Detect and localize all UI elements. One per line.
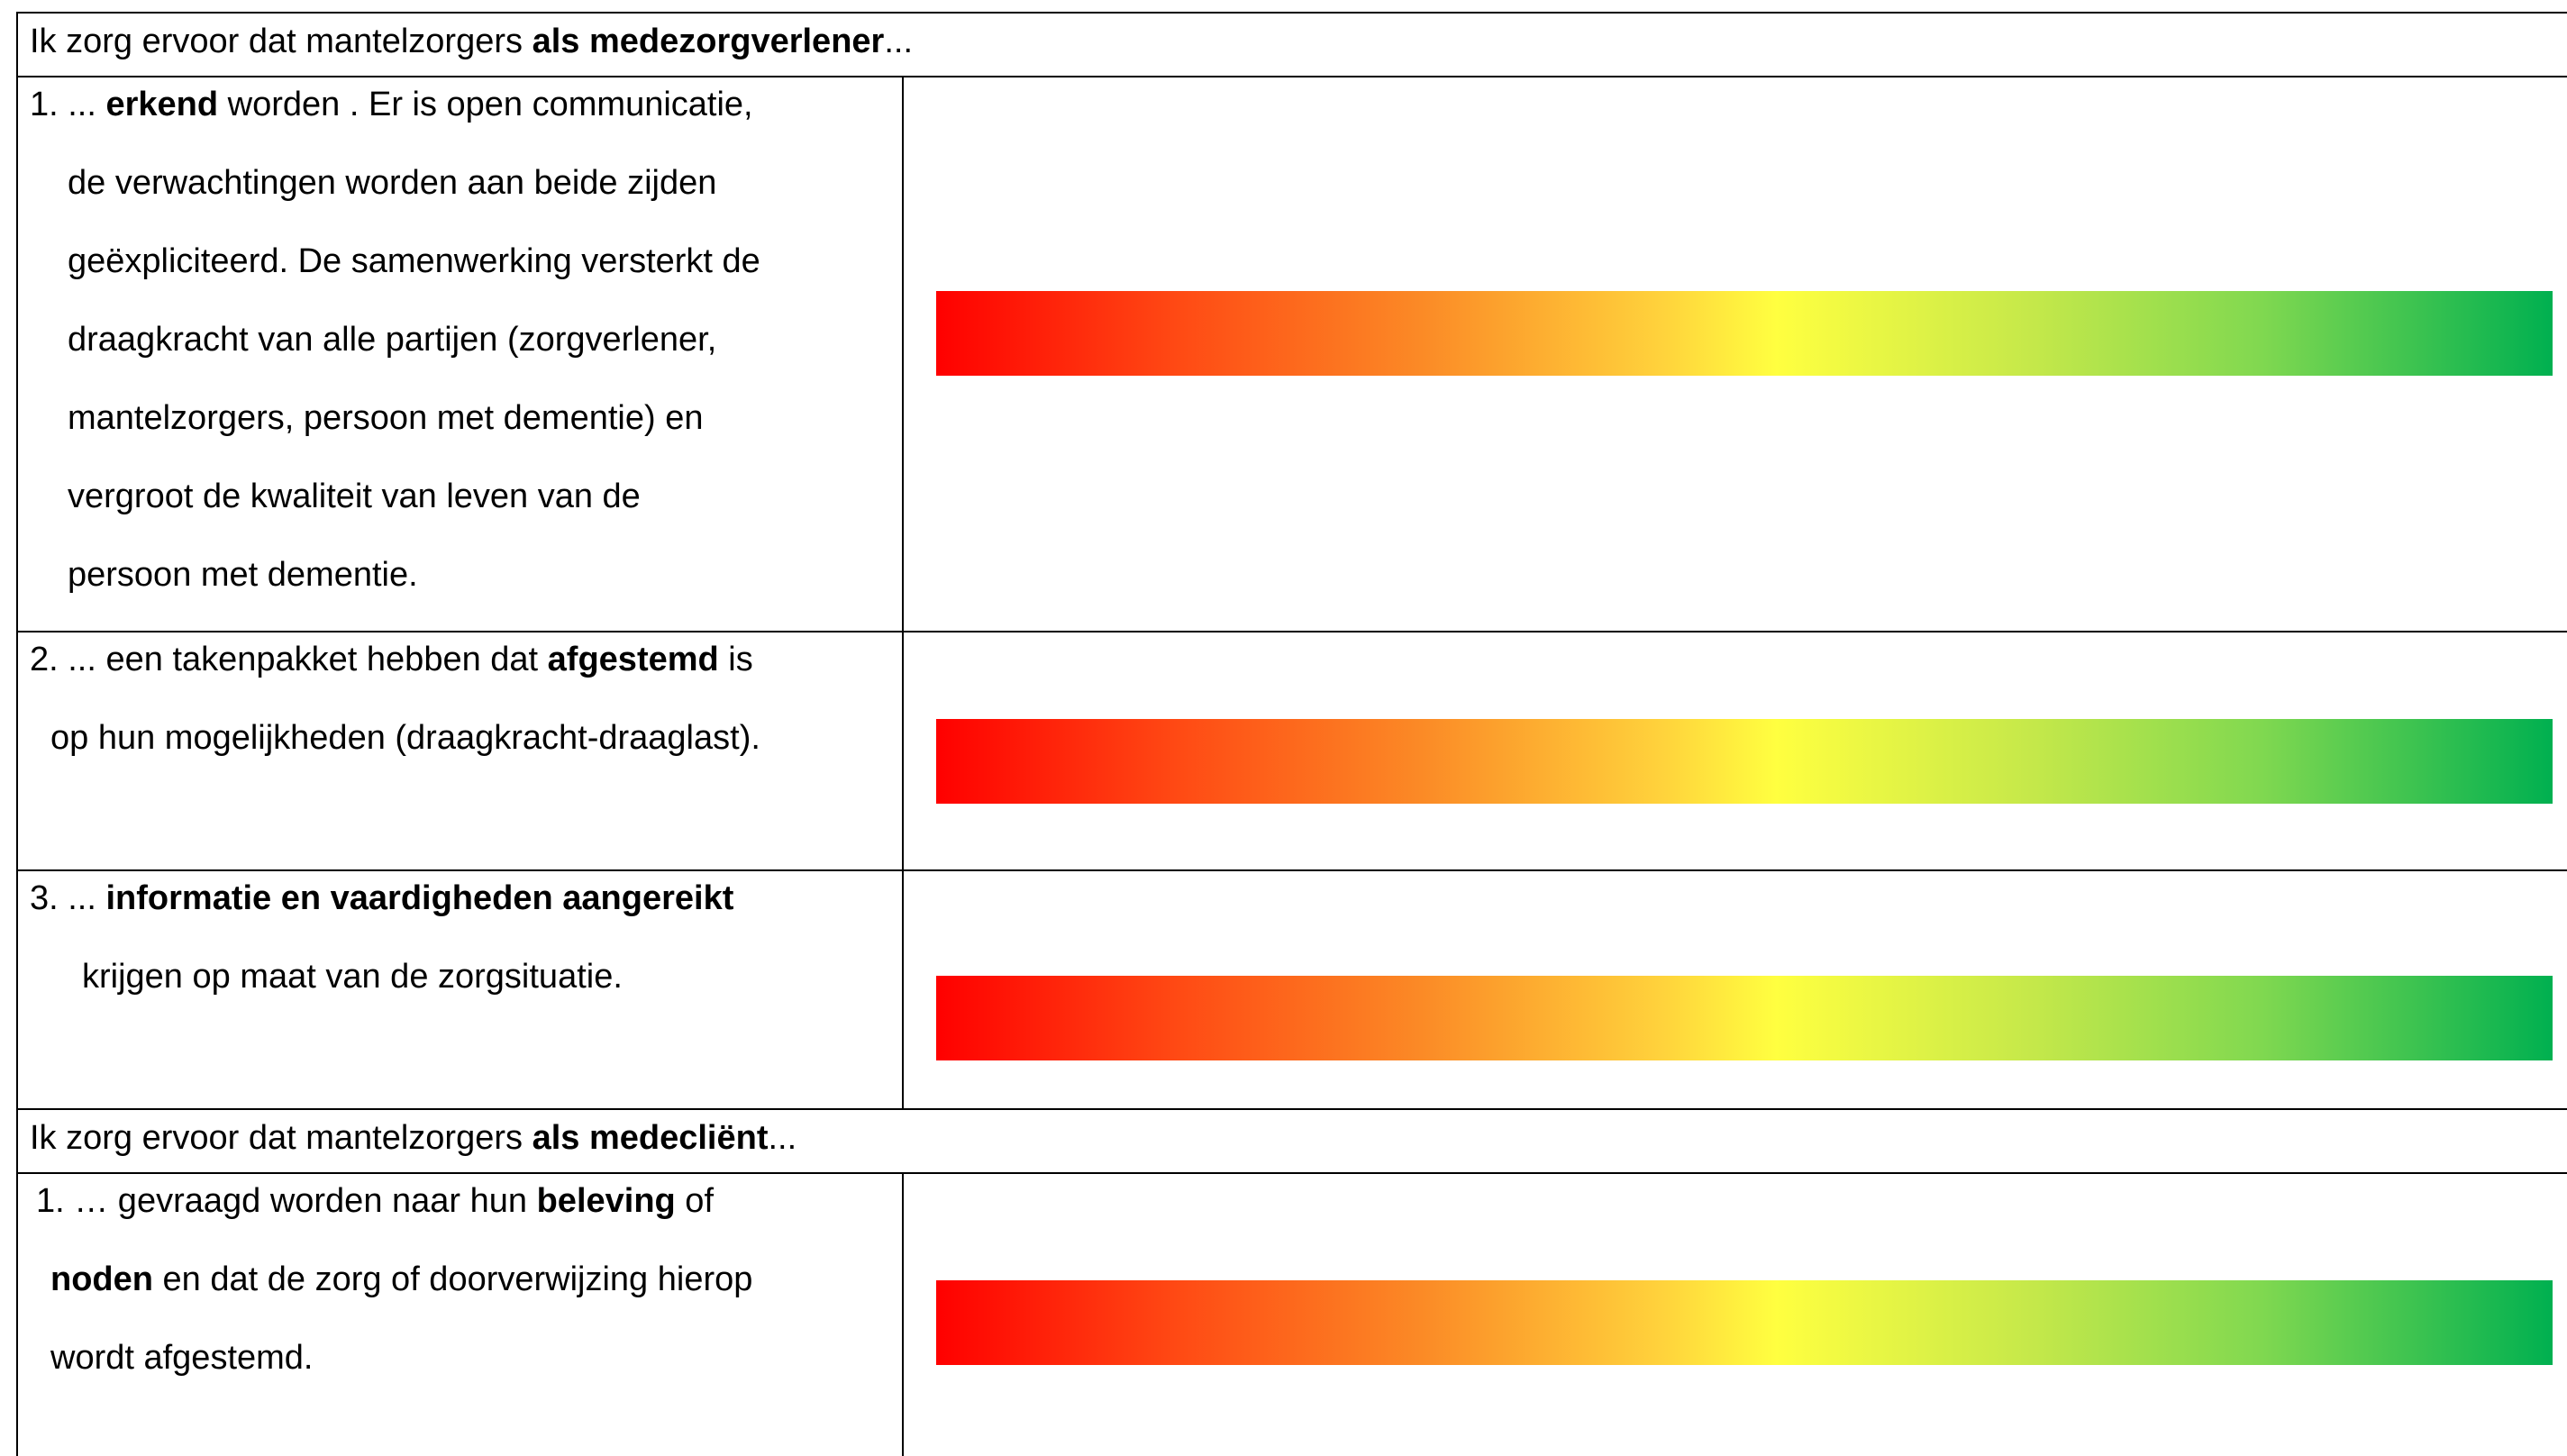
text-span: informatie en vaardigheden aangereikt	[105, 879, 734, 917]
text-span: vergroot de kwaliteit van leven van de	[68, 478, 641, 515]
text-span: 3. ...	[30, 879, 106, 917]
text-span: op hun mogelijkheden (draagkracht-draagl…	[50, 719, 760, 757]
text-line: noden en dat de zorg of doorverwijzing h…	[50, 1252, 752, 1306]
row-border	[16, 1108, 2567, 1110]
text-span: wordt afgestemd.	[50, 1339, 314, 1377]
column-border	[902, 1172, 904, 1456]
column-border	[902, 631, 904, 869]
row-border	[16, 869, 2567, 871]
row-border	[16, 631, 2567, 632]
text-span: erkend	[105, 86, 219, 123]
text-line: persoon met dementie.	[68, 548, 418, 602]
text-span: ...	[768, 1119, 797, 1157]
column-border	[902, 869, 904, 1108]
text-span: 1. … gevraagd worden naar hun	[36, 1182, 537, 1220]
text-span: worden . Er is open communicatie,	[218, 86, 753, 123]
text-span: Ik zorg ervoor dat mantelzorgers	[30, 23, 533, 60]
text-line: 1. … gevraagd worden naar hun beleving o…	[36, 1174, 714, 1228]
text-span: geëxpliciteerd. De samenwerking versterk…	[68, 242, 760, 280]
text-line: 1. ... erkend worden . Er is open commun…	[30, 77, 753, 132]
text-span: 1. ...	[30, 86, 106, 123]
text-span: ...	[884, 23, 914, 60]
text-line: krijgen op maat van de zorgsituatie.	[82, 950, 623, 1004]
text-span: beleving	[536, 1182, 676, 1220]
gradient-bar	[936, 719, 2553, 804]
column-border	[902, 76, 904, 631]
text-span: of	[675, 1182, 714, 1220]
row-border	[16, 12, 2567, 14]
text-span: persoon met dementie.	[68, 556, 418, 594]
text-span: 2. ... een takenpakket hebben dat	[30, 641, 548, 678]
gradient-bar	[936, 1280, 2553, 1365]
text-line: draagkracht van alle partijen (zorgverle…	[68, 313, 716, 367]
text-span: en dat de zorg of doorverwijzing hierop	[152, 1260, 753, 1298]
text-span: afgestemd	[547, 641, 719, 678]
text-span: draagkracht van alle partijen (zorgverle…	[68, 321, 717, 359]
text-line: 2. ... een takenpakket hebben dat afgest…	[30, 632, 753, 687]
text-span: krijgen op maat van de zorgsituatie.	[82, 958, 623, 996]
row-border	[16, 1172, 2567, 1174]
text-span: als medecliënt	[532, 1119, 769, 1157]
gradient-bar	[936, 291, 2553, 376]
text-span: als medezorgverlener	[532, 23, 885, 60]
text-line: op hun mogelijkheden (draagkracht-draagl…	[50, 711, 760, 765]
text-line: mantelzorgers, persoon met dementie) en	[68, 391, 703, 445]
text-line: Ik zorg ervoor dat mantelzorgers als med…	[30, 14, 913, 68]
text-span: mantelzorgers, persoon met dementie) en	[68, 399, 704, 437]
text-line: geëxpliciteerd. De samenwerking versterk…	[68, 234, 760, 288]
table-border	[16, 12, 18, 1456]
gradient-bar	[936, 976, 2553, 1060]
text-span: de verwachtingen worden aan beide zijden	[68, 164, 717, 202]
text-span: Ik zorg ervoor dat mantelzorgers	[30, 1119, 533, 1157]
text-line: de verwachtingen worden aan beide zijden	[68, 156, 716, 210]
text-line: Ik zorg ervoor dat mantelzorgers als med…	[30, 1111, 796, 1165]
row-border	[16, 76, 2567, 77]
text-line: wordt afgestemd.	[50, 1331, 313, 1385]
text-line: vergroot de kwaliteit van leven van de	[68, 469, 641, 523]
text-span: is	[718, 641, 753, 678]
text-span: noden	[50, 1260, 153, 1298]
text-line: 3. ... informatie en vaardigheden aanger…	[30, 871, 733, 925]
